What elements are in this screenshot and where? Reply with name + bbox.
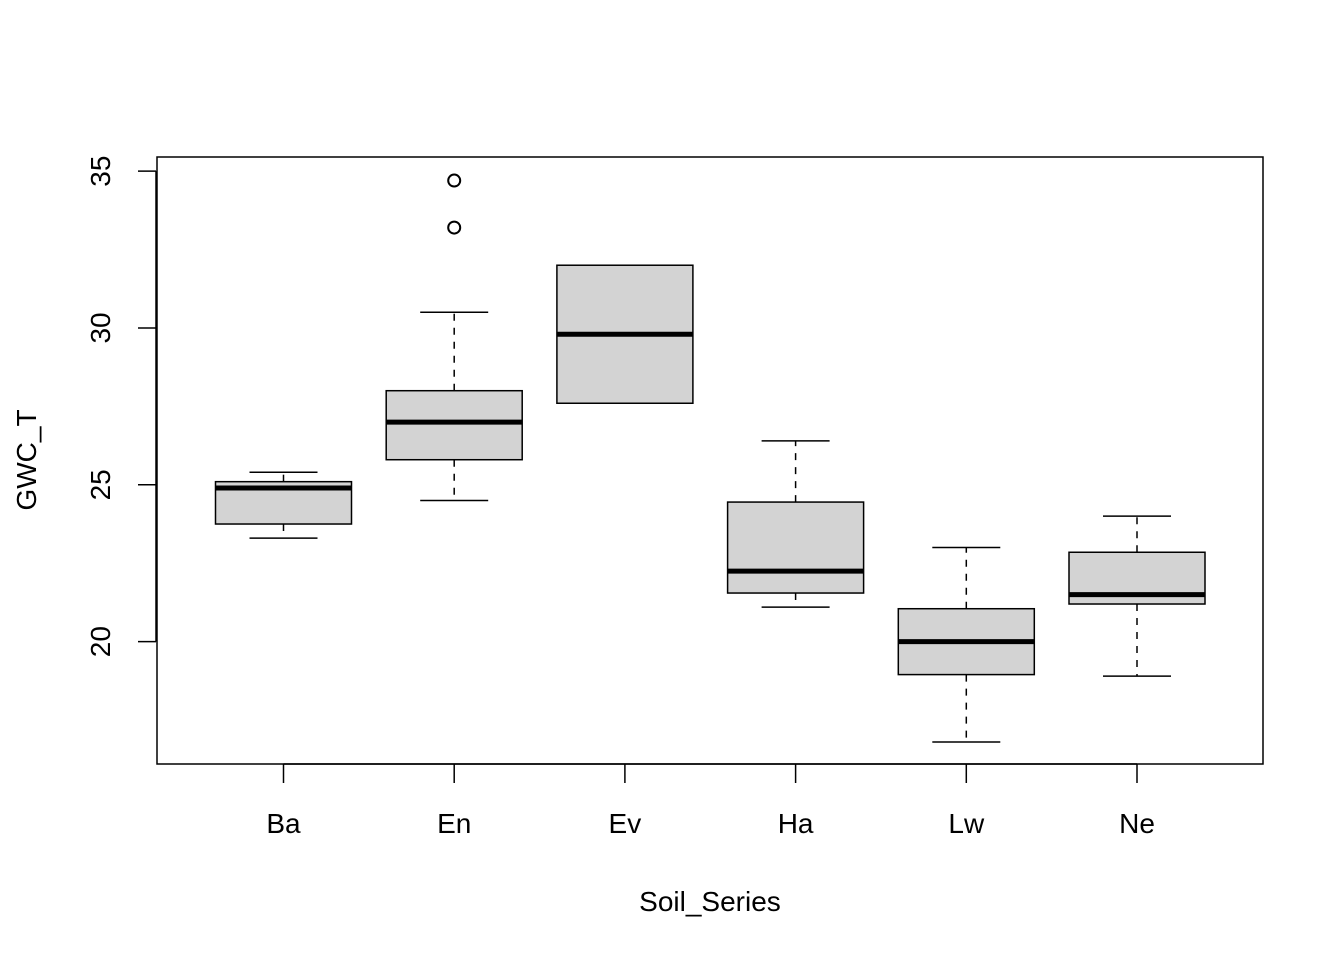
y-tick-label: 30 [85,312,116,343]
box-ha [726,440,865,608]
box-lw [897,546,1036,743]
x-axis-label: Soil_Series [639,886,781,917]
x-tick-label: Ne [1119,808,1155,839]
iqr-box [385,389,523,461]
x-tick-label: Ha [778,808,814,839]
y-tick-label: 35 [85,156,116,187]
box-ba [214,471,353,539]
box-en [385,173,523,502]
x-tick-label: Ba [266,808,301,839]
outlier-point [447,173,462,188]
x-tick-label: Lw [948,808,985,839]
y-axis-label: GWC_T [11,409,42,510]
boxes-group [214,173,1206,743]
x-tick-label: Ev [609,808,642,839]
x-axis: Ba En Ev Ha Lw Ne [266,763,1155,839]
plot-frame [156,156,1264,765]
box-ne [1068,515,1206,677]
y-tick-label: 25 [85,469,116,500]
box-ev [556,264,694,405]
outlier-point [447,220,462,235]
y-axis: 20 25 30 35 [85,156,157,657]
x-tick-label: En [437,808,471,839]
iqr-box [726,501,865,594]
y-tick-label: 20 [85,626,116,657]
